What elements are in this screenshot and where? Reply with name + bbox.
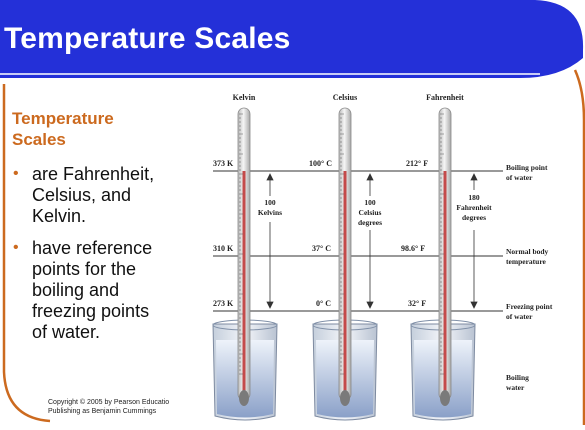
kelvin-span-number: 100: [264, 198, 276, 207]
fahrenheit-span-word: degrees: [462, 213, 486, 222]
bullet-dot-icon: •: [13, 165, 19, 182]
scale-name-kelvin: Kelvin: [233, 93, 256, 102]
bullet-item: • are Fahrenheit, Celsius, and Kelvin.: [13, 164, 155, 226]
fahrenheit-span-unit: Fahrenheit: [456, 203, 492, 212]
scale-name-celsius: Celsius: [333, 93, 357, 102]
copyright-notice: Copyright © 2005 by Pearson Educatio Pub…: [48, 399, 170, 415]
celsius-span-unit: Celsius: [359, 208, 382, 217]
fahrenheit-body-value: 98.6° F: [401, 244, 425, 253]
title-bar: Temperature Scales: [0, 0, 585, 80]
thermometer-figure: Kelvin Celsius Fahrenheit: [205, 88, 585, 425]
thermometer-celsius: [338, 107, 352, 406]
slide-subtitle: Temperature Scales: [12, 108, 202, 150]
subtitle-line: Scales: [12, 130, 66, 149]
fahrenheit-boiling-value: 212° F: [406, 159, 428, 168]
subtitle-line: Temperature: [12, 109, 114, 128]
thermometer-ticks: [239, 113, 444, 375]
kelvin-span-unit: Kelvins: [258, 208, 282, 217]
kelvin-body-value: 310 K: [213, 244, 234, 253]
bullet-item: • have reference points for the boiling …: [13, 238, 153, 342]
celsius-freezing-value: 0° C: [316, 299, 331, 308]
thermometer-kelvin: [237, 107, 251, 406]
body-temperature-label: Normal body temperature: [506, 247, 550, 266]
title-bar-shape: [0, 0, 584, 78]
kelvin-boiling-value: 373 K: [213, 159, 234, 168]
text-column: Temperature Scales • are Fahrenheit, Cel…: [12, 108, 202, 354]
celsius-body-value: 37° C: [312, 244, 331, 253]
fahrenheit-freezing-value: 32° F: [408, 299, 426, 308]
kelvin-freezing-value: 273 K: [213, 299, 234, 308]
bullet-list: • are Fahrenheit, Celsius, and Kelvin. •…: [12, 164, 202, 343]
celsius-span-word: degrees: [358, 218, 382, 227]
bullet-dot-icon: •: [13, 239, 19, 256]
boiling-point-label: Boiling point of water: [506, 163, 549, 182]
boiling-water-label: Boiling water: [506, 373, 531, 392]
celsius-boiling-value: 100° C: [309, 159, 332, 168]
thermometer-diagram: Kelvin Celsius Fahrenheit: [212, 93, 554, 421]
thermometer-fahrenheit: [438, 107, 452, 406]
scale-name-fahrenheit: Fahrenheit: [426, 93, 464, 102]
freezing-point-label: Freezing point of water: [506, 302, 554, 321]
slide-title: Temperature Scales: [4, 22, 291, 55]
celsius-span-number: 100: [364, 198, 376, 207]
fahrenheit-span-number: 180: [468, 193, 480, 202]
